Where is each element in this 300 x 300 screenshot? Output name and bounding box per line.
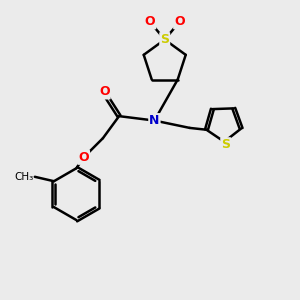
Text: S: S: [160, 33, 169, 46]
Text: O: O: [78, 151, 89, 164]
Text: O: O: [145, 15, 155, 28]
Text: O: O: [99, 85, 110, 98]
Text: CH₃: CH₃: [14, 172, 33, 182]
Text: S: S: [221, 138, 230, 151]
Text: N: N: [149, 114, 160, 127]
Text: O: O: [174, 15, 185, 28]
